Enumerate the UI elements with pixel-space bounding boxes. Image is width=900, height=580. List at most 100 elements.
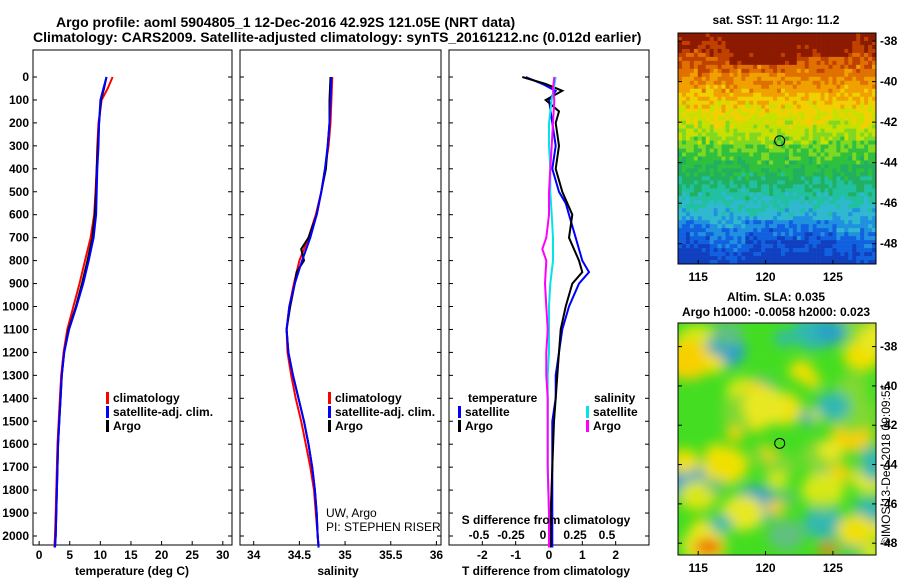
sst-cell	[737, 120, 742, 125]
sst-cell	[729, 64, 734, 70]
sst-cell	[693, 228, 699, 233]
sst-cell	[860, 180, 865, 185]
sst-cell	[856, 256, 861, 261]
sst-cell	[681, 60, 687, 66]
sst-cell	[804, 144, 809, 149]
sst-cell	[860, 172, 865, 177]
sst-cell	[864, 84, 869, 90]
sst-cell	[757, 72, 762, 78]
sst-cell	[721, 240, 726, 245]
sst-cell	[804, 68, 809, 74]
sst-cell	[761, 176, 766, 181]
sst-cell	[828, 240, 833, 245]
sst-cell	[800, 76, 806, 82]
sst-cell	[681, 204, 687, 209]
sst-cell	[701, 216, 707, 221]
sst-cell	[753, 140, 758, 145]
sst-cell	[725, 236, 730, 241]
sst-cell	[812, 80, 817, 86]
sst-cell	[816, 168, 821, 173]
sst-cell	[741, 208, 746, 213]
sst-cell	[784, 100, 790, 105]
sst-cell	[725, 248, 730, 253]
sst-cell	[868, 112, 873, 117]
sst-cell	[840, 44, 845, 50]
sst-cell	[784, 192, 790, 197]
sst-cell	[796, 72, 802, 78]
sla-argo-location-marker	[774, 437, 786, 449]
sst-cell	[693, 48, 699, 54]
sst-cell	[784, 44, 790, 50]
legend-header: temperature	[468, 391, 538, 405]
sst-cell	[685, 216, 691, 221]
sst-cell	[872, 224, 877, 229]
sst-cell	[761, 208, 766, 213]
sst-cell	[753, 216, 758, 221]
sst-cell	[685, 196, 691, 201]
sst-cell	[856, 216, 861, 221]
sst-cell	[697, 188, 703, 193]
sst-cell	[689, 200, 695, 205]
sst-cell	[697, 33, 703, 38]
sst-cell	[745, 100, 750, 105]
sst-cell	[777, 44, 782, 50]
sst-cell	[820, 168, 825, 173]
sst-cell	[812, 148, 817, 153]
sst-cell	[721, 136, 726, 141]
sst-cell	[784, 240, 790, 245]
sst-cell	[757, 48, 762, 54]
sla-blob	[862, 542, 876, 555]
sst-cell	[725, 108, 730, 113]
sst-cell	[697, 232, 703, 237]
sla-blob	[766, 499, 786, 516]
sst-cell	[733, 240, 738, 245]
sst-cell	[804, 108, 809, 113]
sst-cell	[820, 40, 825, 46]
sst-cell	[820, 192, 825, 197]
sst-cell	[765, 156, 770, 161]
sst-cell	[868, 76, 873, 82]
legend-label: satellite-adj. clim.	[113, 405, 213, 419]
sst-cell	[753, 196, 758, 201]
sst-cell	[844, 44, 849, 50]
sst-cell	[757, 196, 762, 201]
sst-cell	[753, 244, 758, 249]
sst-cell	[681, 180, 687, 185]
sst-cell	[864, 256, 869, 261]
sst-cell	[757, 96, 762, 101]
sst-cell	[804, 160, 809, 165]
sst-cell	[757, 84, 762, 90]
sst-cell	[796, 64, 802, 70]
sst-cell	[816, 172, 821, 177]
sst-cell	[800, 44, 806, 50]
sst-cell	[729, 180, 734, 185]
sst-cell	[773, 260, 778, 265]
t-diff-tick-label: 0	[546, 548, 553, 562]
sst-cell	[693, 60, 699, 66]
sst-cell	[773, 76, 778, 82]
sst-cell	[769, 256, 774, 261]
sst-cell	[808, 88, 813, 94]
sst-cell	[697, 92, 703, 98]
sst-cell	[685, 152, 691, 157]
t-difference-xlabel: T difference from climatology	[462, 564, 630, 578]
sst-cell	[816, 84, 821, 90]
sst-cell	[709, 88, 714, 94]
sst-cell	[745, 156, 750, 161]
sst-cell	[808, 260, 813, 265]
sst-cell	[800, 260, 806, 265]
legend-swatch	[106, 406, 109, 418]
sst-cell	[848, 188, 853, 193]
sst-cell	[836, 196, 841, 201]
sst-cell	[729, 236, 734, 241]
sst-cell	[678, 196, 683, 201]
sst-cell	[840, 176, 845, 181]
sst-cell	[860, 68, 865, 74]
legend-header: salinity	[594, 391, 636, 405]
sst-cell	[852, 76, 857, 82]
sst-cell	[729, 216, 734, 221]
sst-cell	[852, 124, 857, 129]
sst-cell	[800, 116, 806, 121]
sst-cell	[784, 112, 790, 117]
sst-cell	[868, 48, 873, 54]
